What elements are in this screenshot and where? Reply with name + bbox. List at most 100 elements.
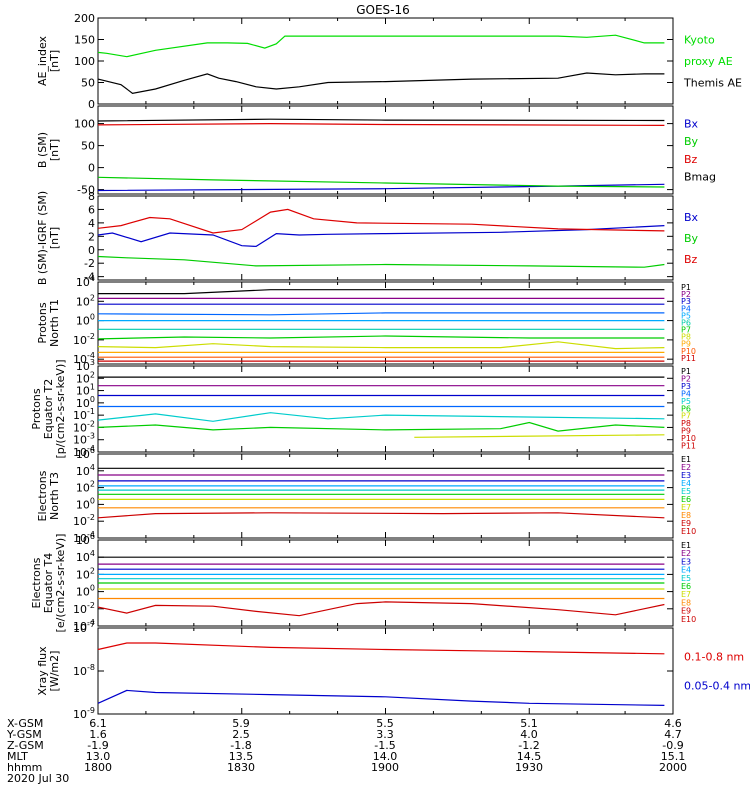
legend-p6: P6	[681, 318, 691, 327]
ephemeris-row-label: Y-GSM	[6, 728, 42, 741]
panel-frame	[97, 105, 674, 195]
y-tick-label: 100	[76, 496, 95, 511]
legend-e9: E9	[681, 519, 691, 528]
right-label: Bx	[684, 118, 699, 131]
legend-p10: P10	[681, 434, 696, 443]
legend-p7: P7	[681, 326, 691, 335]
right-label: By	[684, 135, 699, 148]
y-axis-label: Equator T2	[42, 379, 55, 439]
ephemeris-value: 6.1	[89, 717, 107, 730]
y-axis-label: [nT]	[48, 139, 61, 161]
legend-p8: P8	[681, 333, 691, 342]
y-tick-label: 104	[76, 274, 95, 289]
ephemeris-value: 4.0	[520, 728, 538, 741]
legend-p9: P9	[681, 340, 691, 349]
ephemeris-value: -1.5	[374, 739, 395, 752]
ephemeris-value: 5.5	[376, 717, 394, 730]
y-tick-label: 100	[74, 55, 95, 68]
y-tick-label: -2	[84, 257, 95, 270]
ephemeris-value: 13.5	[229, 750, 254, 763]
series-bmag	[97, 118, 665, 122]
series-p8	[97, 341, 665, 350]
series-kyoto-proxy-ae	[97, 34, 665, 58]
legend-p3: P3	[681, 297, 691, 306]
legend-e5: E5	[681, 487, 691, 496]
y-axis-label: North T3	[48, 472, 61, 520]
y-tick-label: 0	[88, 162, 95, 175]
ephemeris-value: 1800	[84, 761, 112, 774]
ephemeris-value: 2000	[659, 761, 687, 774]
legend-e4: E4	[681, 566, 691, 575]
legend-p9: P9	[681, 427, 691, 436]
y-tick-label: -50	[77, 184, 95, 197]
ephemeris-value: 1930	[515, 761, 543, 774]
y-axis-label: North T1	[48, 299, 61, 347]
y-tick-label: 8	[88, 190, 95, 203]
legend-p5: P5	[681, 311, 691, 320]
legend-e2: E2	[681, 463, 691, 472]
y-axis-label: Xray flux	[36, 646, 49, 696]
figure-title: GOES-16	[356, 3, 410, 17]
y-tick-label: 10-8	[73, 663, 95, 678]
y-tick-label: 106	[76, 532, 95, 547]
ephemeris-value: 13.0	[86, 750, 111, 763]
legend-p8: P8	[681, 419, 691, 428]
legend-p5: P5	[681, 397, 691, 406]
ephemeris-value: 3.3	[376, 728, 394, 741]
ephemeris-value: 1.6	[89, 728, 107, 741]
legend-e8: E8	[681, 598, 691, 607]
series-bx	[97, 183, 665, 192]
panel-frame	[97, 365, 674, 453]
y-axis-label: [nT]	[48, 227, 61, 249]
panel-frame	[97, 195, 674, 281]
y-axis-label: Electrons	[30, 557, 43, 608]
ephemeris-value: 5.9	[232, 717, 250, 730]
y-tick-label: 150	[74, 34, 95, 47]
ephemeris-row-label: X-GSM	[7, 717, 43, 730]
legend-e6: E6	[681, 582, 691, 591]
ephemeris-value: 4.7	[664, 728, 682, 741]
panel-frame	[97, 17, 674, 105]
ephemeris-row-label: MLT	[7, 750, 28, 763]
legend-p6: P6	[681, 404, 691, 413]
y-tick-label: 100	[74, 118, 95, 131]
series-e9	[97, 512, 665, 519]
y-axis-label: Protons	[36, 302, 49, 343]
legend-e6: E6	[681, 495, 691, 504]
right-label: Themis AE	[683, 77, 742, 90]
y-tick-label: 50	[81, 140, 95, 153]
panel-frame	[97, 281, 674, 365]
legend-e5: E5	[681, 574, 691, 583]
series-by	[97, 176, 665, 188]
legend-e3: E3	[681, 471, 691, 480]
legend-p2: P2	[681, 290, 691, 299]
y-tick-label: 102	[76, 480, 95, 495]
ephemeris-table: X-GSM 6.1 5.9 5.5 5.1 4.6 Y-GSM 1.6 2.5 3.3 4.0 4.7…	[6, 717, 687, 785]
y-axis-label: [p/(cm2-s-sr-keV)]	[54, 359, 67, 458]
legend-e10: E10	[681, 527, 696, 536]
legend-e9: E9	[681, 607, 691, 616]
y-tick-label: 106	[76, 446, 95, 461]
legend-e7: E7	[681, 590, 691, 599]
ephemeris-value: 15.1	[661, 750, 686, 763]
y-axis-label: [nT]	[48, 50, 61, 72]
legend-e1: E1	[681, 541, 691, 550]
ephemeris-value: 4.6	[664, 717, 682, 730]
legend-p11: P11	[681, 442, 696, 451]
legend-p3: P3	[681, 382, 691, 391]
right-label: Bz	[684, 153, 698, 166]
y-axis-label: AE_index	[36, 35, 49, 86]
series-bx	[97, 225, 665, 248]
y-axis-label: Electrons	[36, 470, 49, 521]
legend-e2: E2	[681, 549, 691, 558]
legend-e10: E10	[681, 615, 696, 624]
series-p6	[97, 421, 665, 432]
legend-e8: E8	[681, 511, 691, 520]
series-p5	[97, 412, 665, 422]
